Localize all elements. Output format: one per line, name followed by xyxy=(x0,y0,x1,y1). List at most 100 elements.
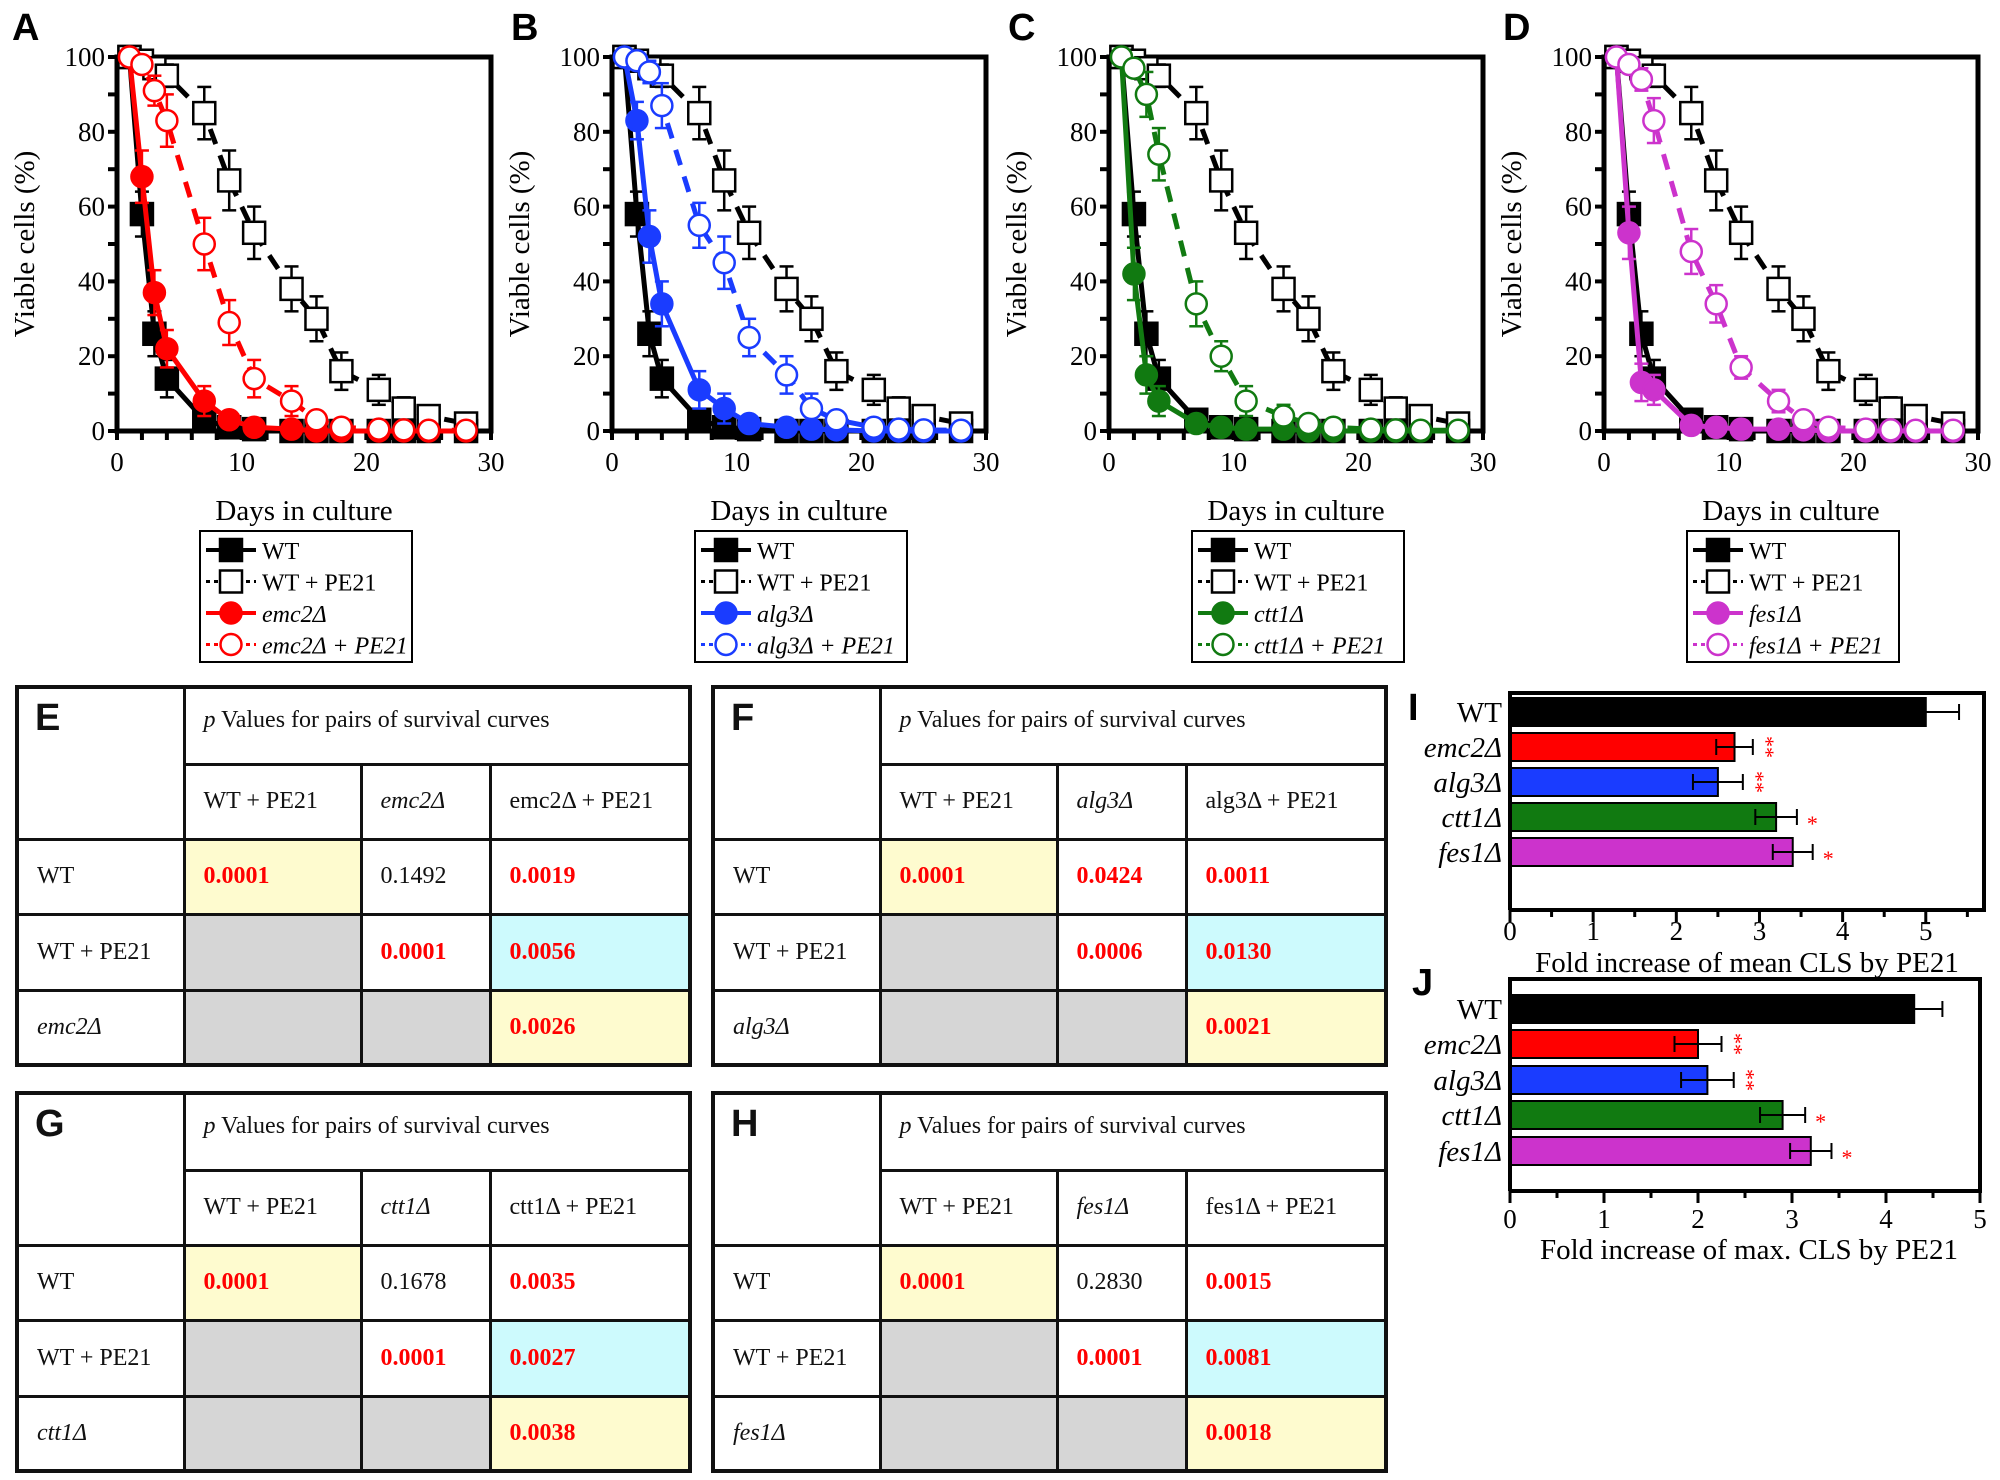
column-header: ctt1Δ xyxy=(359,1168,492,1247)
y-tick-label: 60 xyxy=(1070,192,1097,222)
data-point xyxy=(454,418,478,443)
data-point xyxy=(329,415,354,440)
data-point xyxy=(1679,100,1704,126)
bar xyxy=(1509,732,1736,762)
x-tick-label: 2 xyxy=(1670,916,1684,946)
p-value-cell xyxy=(359,1394,492,1473)
x-tick-label: 30 xyxy=(973,447,1000,477)
data-point xyxy=(216,168,242,193)
significance-mark: * xyxy=(1807,811,1818,836)
series-3 xyxy=(1109,45,1470,443)
plot-frame xyxy=(1508,691,1986,912)
series-2 xyxy=(1604,45,1965,443)
data-point xyxy=(824,358,849,384)
data-point xyxy=(130,164,154,189)
legend-marker xyxy=(219,601,243,625)
column-header: emc2Δ + PE21 xyxy=(488,762,692,841)
data-point xyxy=(1271,276,1296,302)
y-tick-label: 40 xyxy=(78,266,105,296)
x-tick-label: 30 xyxy=(1470,447,1497,477)
p-value-cell: 0.0015 xyxy=(1184,1243,1388,1322)
data-point xyxy=(1408,418,1433,443)
data-point xyxy=(949,418,973,443)
row-header: WT + PE21 xyxy=(711,912,882,992)
x-axis-title: Fold increase of mean CLS by PE21 xyxy=(1535,947,1959,979)
legend-label: WT + PE21 xyxy=(262,571,376,597)
y-tick-label: 20 xyxy=(573,341,600,371)
p-value-cell: 0.0035 xyxy=(488,1243,692,1322)
x-tick-label: 0 xyxy=(1503,916,1517,946)
series-line xyxy=(1119,55,1459,433)
bar xyxy=(1509,1065,1709,1095)
series-line xyxy=(1613,56,1954,434)
y-tick-label: 80 xyxy=(1070,117,1097,147)
series-line xyxy=(126,56,467,434)
p-value-cell: 0.0038 xyxy=(488,1394,692,1473)
x-tick-label: 1 xyxy=(1597,1204,1611,1234)
p-symbol: p xyxy=(203,707,216,733)
column-header: fes1Δ xyxy=(1055,1168,1188,1247)
column-header: WT + PE21 xyxy=(182,1168,363,1247)
p-value-cell xyxy=(182,1318,363,1398)
bar xyxy=(1509,837,1794,867)
data-point xyxy=(637,321,662,347)
series-0 xyxy=(117,44,479,444)
category-label: fes1Δ xyxy=(1438,1136,1502,1168)
legend-label: alg3Δ xyxy=(757,602,814,628)
data-point xyxy=(711,168,737,193)
data-point xyxy=(1358,377,1384,403)
data-point xyxy=(1791,306,1816,332)
data-point xyxy=(242,366,266,391)
data-point xyxy=(142,280,167,305)
legend-marker xyxy=(1705,537,1731,563)
row-header: WT + PE21 xyxy=(711,1318,882,1398)
data-point xyxy=(862,415,886,440)
p-value-cell: 0.0001 xyxy=(182,837,363,916)
table-title-text: Values for pairs of survival curves xyxy=(215,1113,550,1139)
data-point xyxy=(1766,276,1791,302)
table-title-text: Values for pairs of survival curves xyxy=(911,1113,1246,1139)
plot-frame xyxy=(1508,977,1982,1193)
data-point xyxy=(391,418,416,442)
legend-label: alg3Δ + PE21 xyxy=(757,634,895,660)
bar xyxy=(1509,994,1916,1024)
data-point xyxy=(1208,168,1234,193)
data-point xyxy=(1704,292,1728,316)
x-tick-label: 10 xyxy=(228,447,255,477)
x-tick-label: 0 xyxy=(1102,447,1116,477)
panel-label: J xyxy=(1412,962,1433,1004)
category-label: alg3Δ xyxy=(1433,1065,1502,1097)
significance-mark: ** xyxy=(1754,736,1779,758)
data-point xyxy=(367,417,391,441)
data-point xyxy=(1234,417,1258,441)
p-value-cell xyxy=(878,1318,1059,1398)
data-point xyxy=(1147,389,1171,413)
data-point xyxy=(1446,418,1470,443)
p-value-cell: 0.0006 xyxy=(1055,912,1188,992)
data-point xyxy=(886,417,911,441)
x-tick-label: 10 xyxy=(1220,447,1247,477)
column-header: WT + PE21 xyxy=(182,762,363,841)
y-tick-label: 0 xyxy=(1579,416,1593,446)
panel-label: D xyxy=(1503,7,1530,49)
data-point xyxy=(1704,415,1728,440)
x-tick-label: 3 xyxy=(1785,1204,1799,1234)
data-point xyxy=(1854,417,1878,441)
data-point xyxy=(1321,358,1346,384)
data-point xyxy=(650,292,674,316)
data-point xyxy=(1359,417,1383,441)
x-axis-title: Fold increase of max. CLS by PE21 xyxy=(1540,1234,1958,1266)
panel-label: A xyxy=(12,7,39,49)
data-point xyxy=(1941,418,1965,443)
legend-label: ctt1Δ + PE21 xyxy=(1254,634,1385,660)
category-label: WT xyxy=(1457,697,1502,729)
x-tick-label: 20 xyxy=(353,447,380,477)
y-tick-label: 20 xyxy=(78,341,105,371)
data-point xyxy=(279,276,304,302)
p-value-cell: 0.1678 xyxy=(359,1243,492,1322)
data-point xyxy=(637,224,662,249)
data-point xyxy=(687,100,712,126)
data-point xyxy=(1703,168,1729,193)
table-corner: F xyxy=(711,685,882,841)
legend: WT WT + PE21 emc2Δ emc2Δ + PE21 xyxy=(199,530,413,663)
